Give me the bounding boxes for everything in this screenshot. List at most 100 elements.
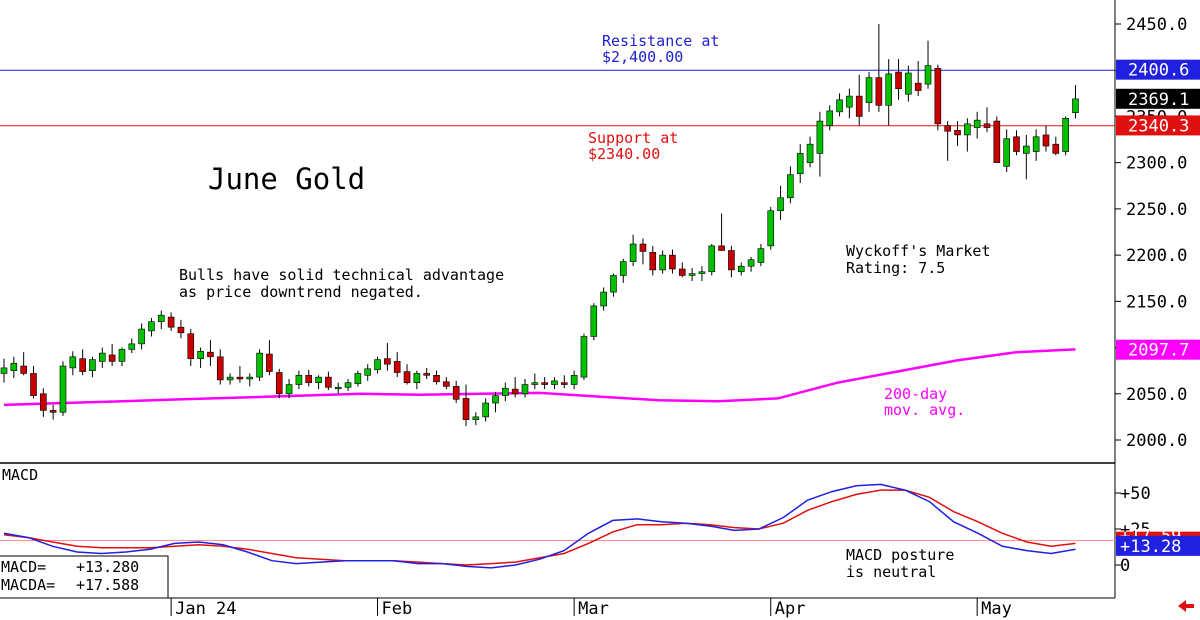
price-tag-label: 2340.3 — [1128, 116, 1189, 136]
candle-body — [462, 398, 470, 420]
candle-body — [197, 350, 204, 359]
candle-body — [256, 352, 263, 378]
candle-body — [1003, 138, 1010, 167]
candle-body — [787, 174, 794, 199]
candle-body — [905, 72, 912, 95]
candle-body — [964, 123, 971, 136]
candle-body — [580, 336, 588, 378]
candle-body — [924, 65, 932, 85]
candle-body — [698, 271, 706, 274]
price-tag-box — [1116, 59, 1200, 80]
candle-body — [452, 386, 460, 400]
candle-body — [973, 119, 981, 128]
candle-body — [836, 99, 843, 113]
candle-body — [0, 367, 8, 374]
candle-body — [816, 120, 824, 154]
candle-body — [177, 326, 185, 334]
price-tick-label: 2000.0 — [1126, 431, 1187, 451]
macd-note-line2: is neutral — [846, 563, 936, 581]
candle-body — [570, 374, 578, 385]
candle-body — [69, 356, 77, 369]
resistance-label-line2: $2,400.00 — [602, 48, 683, 66]
candle-body — [275, 372, 283, 395]
candle-body — [511, 388, 519, 395]
candle-body — [885, 73, 893, 106]
candle-body — [777, 197, 784, 212]
candle-body — [757, 248, 765, 263]
candle-body — [99, 352, 106, 362]
candle-body — [413, 373, 421, 383]
candle-body — [875, 77, 883, 106]
candle-body — [806, 143, 814, 163]
candle-body — [207, 351, 214, 358]
x-tick-label: May — [981, 599, 1012, 619]
candle-body — [1052, 143, 1060, 154]
candle-body — [718, 245, 725, 251]
candle-body — [138, 328, 145, 345]
x-tick-label: Jan 24 — [175, 599, 236, 619]
ma200-label-line2: mov. avg. — [884, 401, 965, 419]
candle-body — [167, 316, 175, 328]
candlestick-series — [0, 24, 1079, 427]
candle-body — [443, 381, 450, 387]
candle-body — [796, 153, 804, 175]
candle-body — [521, 384, 529, 395]
price-tick-label: 2050.0 — [1126, 385, 1187, 405]
candle-body — [1042, 134, 1050, 147]
macd-tick-label: +50 — [1120, 484, 1151, 504]
candle-body — [266, 353, 273, 372]
candle-body — [669, 254, 676, 270]
candle-body — [914, 82, 922, 91]
macd-line — [3, 483, 1076, 569]
x-tick-label: Mar — [578, 599, 609, 619]
candle-body — [934, 68, 942, 125]
candle-body — [993, 120, 1001, 163]
macd-readout-box — [0, 555, 169, 599]
candle-body — [561, 382, 568, 385]
macd-tick-label: 0 — [1120, 556, 1130, 576]
candle-body — [551, 380, 558, 385]
candle-body — [433, 374, 440, 383]
rating-line2: Rating: 7.5 — [846, 259, 945, 277]
candle-body — [128, 343, 136, 350]
macd-panel-title: MACD — [2, 466, 38, 484]
candle-body — [246, 376, 254, 380]
x-axis: Jan 24 Feb Mar Apr May — [170, 598, 1012, 619]
candle-body — [944, 125, 951, 132]
candle-body — [649, 252, 657, 271]
candle-body — [531, 382, 539, 385]
price-tick-label: 2250.0 — [1126, 200, 1187, 220]
price-tag-label: 2097.7 — [1128, 341, 1189, 361]
candle-body — [541, 382, 548, 385]
support-label-line1: Support at — [588, 129, 678, 147]
price-tag-label: 2400.6 — [1128, 61, 1189, 81]
candle-body — [1013, 136, 1020, 152]
macd-readout-value: +13.280 — [76, 558, 139, 576]
candle-body — [403, 371, 411, 383]
candle-body — [619, 261, 627, 276]
candle-body — [826, 110, 834, 126]
bulls-note-line2: as price downtrend negated. — [179, 283, 423, 301]
candle-body — [285, 384, 293, 395]
candle-body — [384, 358, 391, 365]
price-tick-label: 2200.0 — [1126, 246, 1187, 266]
candle-body — [1023, 145, 1030, 154]
candle-body — [216, 356, 224, 381]
candle-body — [20, 365, 27, 374]
candle-body — [423, 373, 430, 376]
candle-body — [236, 376, 244, 380]
candle-body — [728, 250, 735, 271]
bulls-note-line1: Bulls have solid technical advantage — [179, 266, 504, 284]
candle-body — [30, 373, 37, 396]
candle-body — [374, 359, 381, 371]
candle-body — [305, 374, 313, 383]
candle-body — [678, 268, 686, 276]
candle-body — [344, 382, 352, 388]
macd-tag-label: +13.28 — [1120, 537, 1181, 557]
candle-body — [1032, 136, 1040, 152]
candle-body — [688, 273, 696, 276]
candle-body — [983, 123, 991, 128]
macda-readout-label: MACDA= — [1, 576, 55, 594]
back-arrow-icon[interactable] — [1176, 596, 1196, 616]
candle-body — [846, 95, 853, 108]
